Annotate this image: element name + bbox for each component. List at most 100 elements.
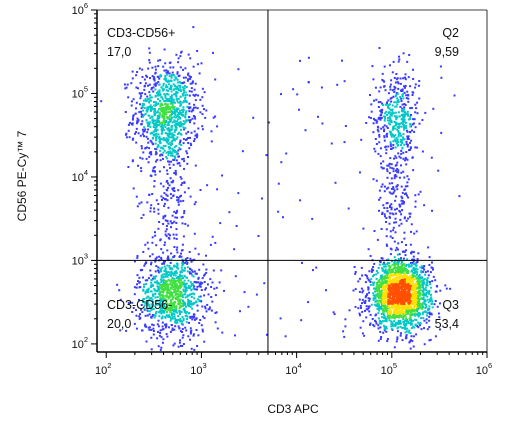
event-dot: [419, 190, 422, 193]
event-dot: [174, 272, 177, 275]
event-dot: [390, 286, 393, 289]
event-dot: [397, 111, 400, 114]
event-dot: [133, 293, 136, 296]
event-dot: [170, 324, 173, 326]
event-dot: [160, 132, 163, 135]
event-dot: [394, 269, 397, 272]
event-dot: [152, 76, 155, 79]
event-dot: [409, 276, 412, 279]
event-dot: [164, 230, 167, 233]
event-dot: [186, 79, 189, 82]
event-dot: [385, 330, 388, 333]
event-dot: [398, 297, 401, 300]
event-dot: [179, 117, 182, 120]
event-dot: [412, 255, 415, 258]
x-tick-label: 106: [476, 361, 492, 377]
event-dot: [392, 60, 395, 63]
event-dot: [180, 266, 183, 269]
event-dot: [182, 300, 185, 302]
event-dot: [165, 228, 168, 231]
event-dot: [183, 279, 186, 282]
event-dot: [149, 117, 152, 119]
event-dot: [414, 323, 417, 326]
event-dot: [187, 335, 190, 338]
event-dot: [375, 270, 378, 272]
event-dot: [159, 239, 162, 242]
event-dot: [369, 281, 372, 283]
event-dot: [263, 282, 266, 285]
event-dot: [155, 303, 158, 305]
event-dot: [183, 301, 186, 304]
event-dot: [402, 257, 405, 260]
event-dot: [161, 296, 164, 299]
event-dot: [188, 119, 191, 122]
event-dot: [357, 307, 360, 310]
event-dot: [193, 140, 196, 142]
event-dot: [199, 281, 202, 284]
event-dot: [417, 84, 420, 87]
event-dot: [406, 285, 409, 288]
event-dot: [188, 116, 191, 119]
event-dot: [386, 106, 389, 108]
event-dot: [405, 292, 408, 295]
event-dot: [398, 292, 401, 295]
event-dot: [421, 276, 424, 279]
event-dot: [396, 271, 399, 274]
event-dot: [140, 115, 143, 118]
event-dot: [146, 95, 149, 98]
event-dot: [179, 102, 182, 105]
event-dot: [193, 270, 196, 273]
event-dot: [161, 266, 164, 269]
event-dot: [139, 156, 142, 159]
event-dot: [400, 281, 402, 284]
event-dot: [168, 306, 171, 309]
event-dot: [407, 100, 410, 103]
event-dot: [204, 305, 207, 308]
event-dot: [413, 309, 416, 312]
event-dot: [403, 303, 406, 305]
event-dot: [400, 202, 403, 205]
event-dot: [387, 312, 390, 315]
event-dot: [158, 170, 161, 173]
event-dot: [189, 327, 192, 330]
event-dot: [403, 143, 406, 146]
event-dot: [381, 274, 383, 277]
event-dot: [183, 275, 186, 278]
event-dot: [147, 128, 150, 131]
event-dot: [382, 104, 384, 106]
event-dot: [399, 287, 402, 290]
event-dot: [164, 144, 167, 147]
event-dot: [162, 290, 164, 293]
event-dot: [193, 88, 196, 91]
event-dot: [174, 286, 177, 289]
event-dot: [175, 116, 177, 119]
event-dot: [375, 121, 378, 124]
event-dot: [449, 287, 452, 290]
event-dot: [402, 157, 405, 160]
event-dot: [412, 78, 415, 80]
event-dot: [193, 106, 195, 109]
event-dot: [418, 298, 421, 301]
event-dot: [180, 322, 183, 325]
event-dot: [403, 128, 406, 131]
event-dot: [162, 121, 165, 124]
event-dot: [186, 315, 189, 318]
event-dot: [176, 293, 179, 295]
event-dot: [373, 230, 376, 232]
event-dot: [405, 309, 408, 312]
event-dot: [369, 255, 372, 257]
event-dot: [403, 293, 406, 295]
event-dot: [214, 115, 217, 118]
event-dot: [168, 184, 171, 187]
event-dot: [148, 47, 151, 50]
event-dot: [185, 329, 188, 332]
event-dot: [147, 84, 149, 87]
event-dot: [159, 268, 162, 271]
event-dot: [379, 326, 382, 329]
event-dot: [421, 281, 424, 284]
event-dot: [149, 255, 151, 258]
event-dot: [391, 182, 394, 185]
event-dot: [143, 129, 146, 132]
event-dot: [383, 119, 386, 122]
event-dot: [143, 304, 146, 307]
